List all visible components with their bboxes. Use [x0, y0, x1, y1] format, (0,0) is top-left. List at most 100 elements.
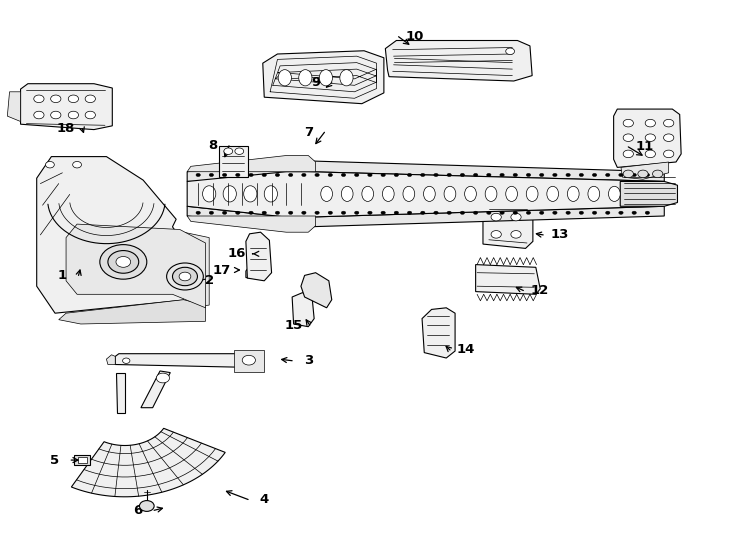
- Ellipse shape: [444, 186, 456, 201]
- Circle shape: [68, 95, 79, 103]
- Circle shape: [579, 211, 584, 214]
- Circle shape: [34, 111, 44, 119]
- Circle shape: [288, 211, 293, 214]
- Circle shape: [51, 111, 61, 119]
- Circle shape: [539, 173, 544, 177]
- Circle shape: [553, 173, 557, 177]
- Ellipse shape: [264, 186, 277, 202]
- Circle shape: [645, 211, 650, 214]
- Circle shape: [606, 211, 610, 214]
- Ellipse shape: [608, 186, 620, 201]
- Circle shape: [653, 170, 663, 178]
- Circle shape: [447, 173, 451, 177]
- Circle shape: [491, 231, 501, 238]
- Polygon shape: [141, 371, 170, 408]
- Polygon shape: [184, 232, 209, 308]
- Circle shape: [606, 173, 610, 177]
- Circle shape: [513, 211, 517, 214]
- Circle shape: [302, 211, 306, 214]
- Circle shape: [664, 119, 674, 127]
- Circle shape: [209, 173, 214, 177]
- Circle shape: [179, 272, 191, 281]
- Circle shape: [487, 173, 491, 177]
- Circle shape: [407, 173, 412, 177]
- Text: 3: 3: [304, 354, 313, 367]
- Circle shape: [123, 358, 130, 363]
- Circle shape: [619, 173, 623, 177]
- Polygon shape: [187, 206, 664, 227]
- Circle shape: [473, 173, 478, 177]
- Ellipse shape: [547, 186, 559, 201]
- Polygon shape: [621, 162, 669, 179]
- Circle shape: [491, 213, 501, 221]
- Text: 4: 4: [260, 493, 269, 506]
- Polygon shape: [59, 300, 206, 324]
- Text: 17: 17: [213, 264, 230, 276]
- Polygon shape: [614, 109, 681, 167]
- Circle shape: [368, 173, 372, 177]
- Circle shape: [328, 211, 333, 214]
- Circle shape: [664, 134, 674, 141]
- Text: 6: 6: [134, 504, 142, 517]
- Circle shape: [236, 173, 240, 177]
- Ellipse shape: [465, 186, 476, 201]
- Circle shape: [526, 173, 531, 177]
- Circle shape: [645, 150, 655, 158]
- Polygon shape: [263, 51, 384, 104]
- Ellipse shape: [321, 186, 333, 201]
- Ellipse shape: [526, 186, 538, 201]
- Circle shape: [46, 161, 54, 168]
- Circle shape: [341, 173, 346, 177]
- Text: 10: 10: [405, 30, 424, 43]
- Circle shape: [249, 173, 253, 177]
- Circle shape: [539, 211, 544, 214]
- Circle shape: [249, 211, 253, 214]
- Text: 14: 14: [457, 343, 476, 356]
- Circle shape: [500, 211, 504, 214]
- Circle shape: [623, 134, 633, 141]
- Circle shape: [394, 211, 399, 214]
- Circle shape: [68, 111, 79, 119]
- Circle shape: [632, 211, 636, 214]
- Bar: [234, 350, 264, 372]
- Polygon shape: [483, 204, 533, 248]
- Circle shape: [224, 148, 233, 154]
- Circle shape: [592, 211, 597, 214]
- Circle shape: [381, 211, 385, 214]
- Circle shape: [328, 173, 333, 177]
- Circle shape: [421, 173, 425, 177]
- Polygon shape: [37, 157, 187, 313]
- Circle shape: [434, 211, 438, 214]
- Polygon shape: [385, 40, 532, 81]
- Polygon shape: [21, 84, 112, 130]
- Text: 1: 1: [58, 269, 67, 282]
- Circle shape: [368, 211, 372, 214]
- Circle shape: [645, 119, 655, 127]
- Circle shape: [196, 211, 200, 214]
- Circle shape: [262, 211, 266, 214]
- Ellipse shape: [382, 186, 394, 201]
- Circle shape: [460, 173, 465, 177]
- Circle shape: [623, 170, 633, 178]
- Circle shape: [447, 211, 451, 214]
- Ellipse shape: [278, 70, 291, 86]
- Ellipse shape: [223, 186, 236, 202]
- Circle shape: [341, 211, 346, 214]
- Circle shape: [315, 211, 319, 214]
- Circle shape: [645, 134, 655, 141]
- Ellipse shape: [403, 186, 415, 201]
- Text: 11: 11: [636, 140, 653, 153]
- Polygon shape: [476, 265, 540, 294]
- Text: 12: 12: [531, 284, 548, 297]
- Circle shape: [108, 251, 139, 273]
- Ellipse shape: [506, 186, 517, 201]
- Circle shape: [645, 173, 650, 177]
- Polygon shape: [246, 266, 262, 279]
- Circle shape: [460, 211, 465, 214]
- Circle shape: [619, 211, 623, 214]
- Circle shape: [236, 211, 240, 214]
- Circle shape: [222, 173, 227, 177]
- Ellipse shape: [424, 186, 435, 201]
- Circle shape: [526, 211, 531, 214]
- Ellipse shape: [362, 186, 374, 201]
